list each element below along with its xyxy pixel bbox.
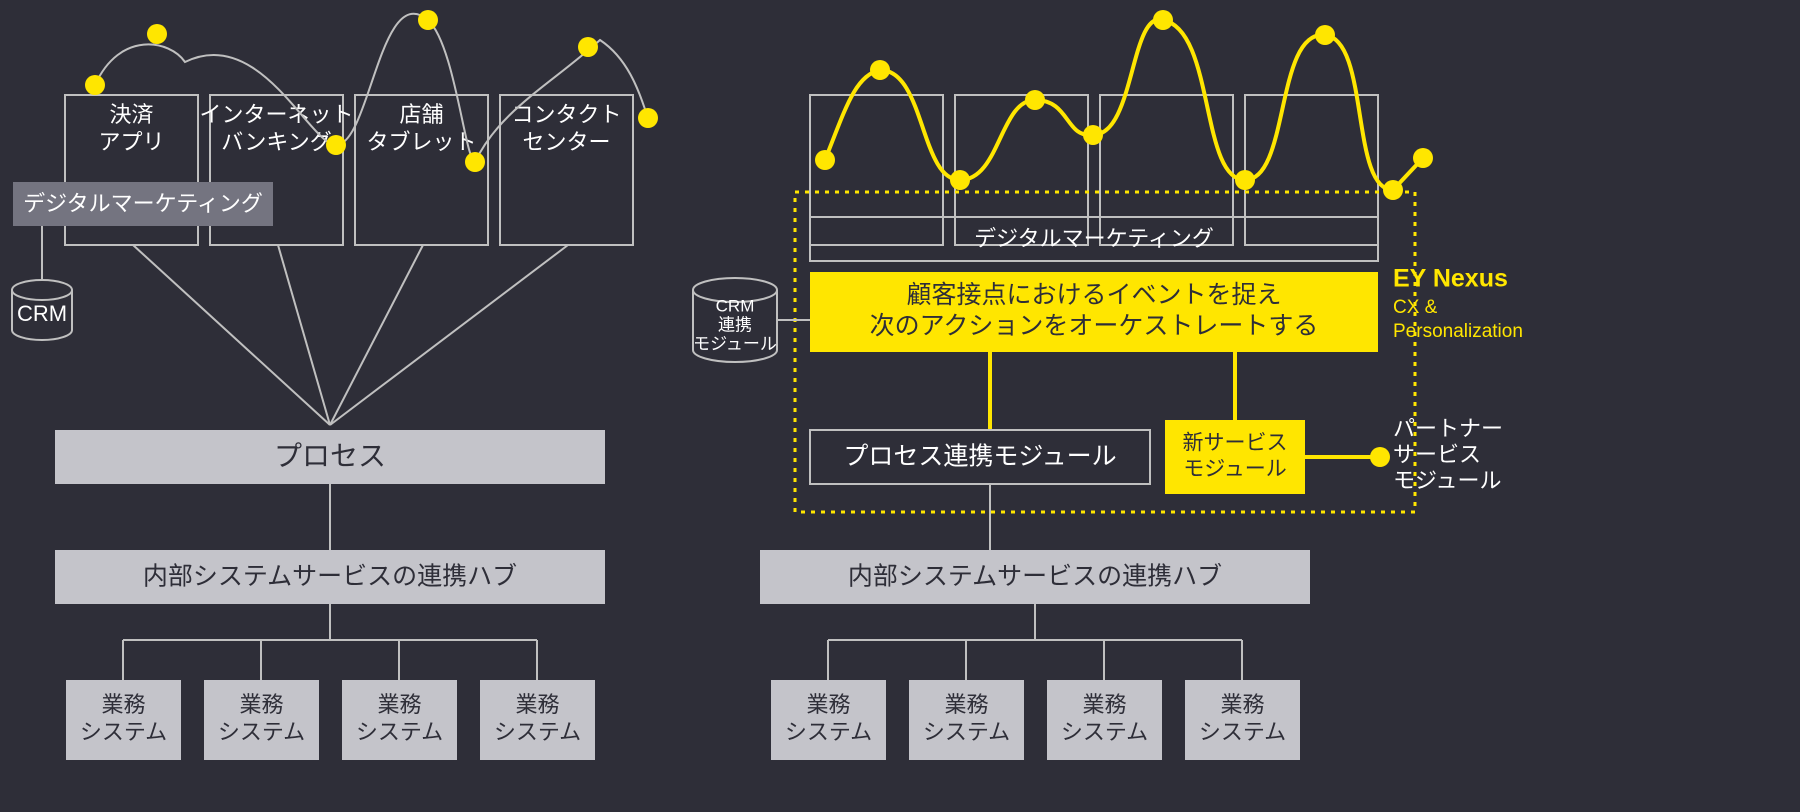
journey-dot [1083,125,1103,145]
svg-text:EY Nexus: EY Nexus [1393,265,1508,293]
svg-text:モジュール: モジュール [1393,468,1501,493]
journey-dot [1235,170,1255,190]
svg-text:モジュール: モジュール [1183,458,1287,481]
svg-text:インターネット: インターネット [199,102,353,127]
svg-text:次のアクションをオーケストレートする: 次のアクションをオーケストレートする [870,312,1319,340]
journey-dot [870,60,890,80]
svg-text:業務: 業務 [101,692,145,717]
svg-text:店舗: 店舗 [399,102,443,127]
channel-box [1100,95,1233,245]
svg-text:業務: 業務 [239,692,283,717]
svg-text:顧客接点におけるイベントを捉え: 顧客接点におけるイベントを捉え [906,281,1281,309]
channel-box [1245,95,1378,245]
svg-text:アプリ: アプリ [98,130,164,155]
svg-text:システム: システム [923,720,1010,745]
journey-dot [85,75,105,95]
svg-text:CRM: CRM [716,296,755,315]
journey-dot [1315,25,1335,45]
svg-text:システム: システム [80,720,167,745]
svg-text:業務: 業務 [1082,692,1126,717]
svg-text:業務: 業務 [515,692,559,717]
svg-text:プロセス連携モジュール: プロセス連携モジュール [843,443,1116,471]
left-diagram: 決済アプリインターネットバンキング店舗タブレットコンタクトセンターデジタルマーケ… [12,10,658,760]
journey-dot [1413,148,1433,168]
svg-text:システム: システム [1199,720,1286,745]
svg-text:プロセス: プロセス [274,440,386,471]
svg-text:パートナー: パートナー [1393,416,1503,441]
journey-dot [1153,10,1173,30]
journey-dot [950,170,970,190]
svg-text:バンキング: バンキング [221,130,331,155]
svg-text:業務: 業務 [944,692,988,717]
channel-box: 店舗タブレット [355,95,488,245]
svg-text:モジュール: モジュール [693,334,777,353]
svg-text:デジタルマーケティング: デジタルマーケティング [23,191,263,216]
svg-text:新サービス: 新サービス [1183,431,1288,454]
svg-text:システム: システム [218,720,305,745]
svg-text:決済: 決済 [109,102,153,127]
journey-dot [326,135,346,155]
journey-dot [578,37,598,57]
journey-dot [1025,90,1045,110]
svg-text:内部システムサービスの連携ハブ: 内部システムサービスの連携ハブ [143,563,517,591]
journey-dot [638,108,658,128]
svg-text:システム: システム [494,720,581,745]
svg-text:CRM: CRM [17,301,67,326]
journey-dot [815,150,835,170]
svg-text:タブレット: タブレット [366,130,476,155]
journey-dot [1383,180,1403,200]
svg-text:業務: 業務 [377,692,421,717]
svg-text:デジタルマーケティング: デジタルマーケティング [974,226,1214,251]
journey-curve [825,19,1423,190]
svg-text:業務: 業務 [1220,692,1264,717]
svg-text:業務: 業務 [806,692,850,717]
channel-box: コンタクトセンター [500,95,633,245]
svg-text:システム: システム [356,720,443,745]
svg-text:システム: システム [1061,720,1148,745]
journey-dot [465,152,485,172]
svg-text:センター: センター [522,130,610,155]
svg-text:コンタクト: コンタクト [511,102,621,127]
svg-text:連携: 連携 [718,315,752,334]
svg-text:Personalization: Personalization [1393,321,1523,342]
right-diagram: デジタルマーケティングCRM連携モジュール顧客接点におけるイベントを捉え次のアク… [693,10,1523,760]
journey-dot [147,24,167,44]
channel-box [810,95,943,245]
svg-text:システム: システム [785,720,872,745]
svg-text:サービス: サービス [1393,442,1481,467]
svg-text:CX &: CX & [1393,297,1438,318]
svg-text:内部システムサービスの連携ハブ: 内部システムサービスの連携ハブ [848,563,1222,591]
journey-dot [418,10,438,30]
